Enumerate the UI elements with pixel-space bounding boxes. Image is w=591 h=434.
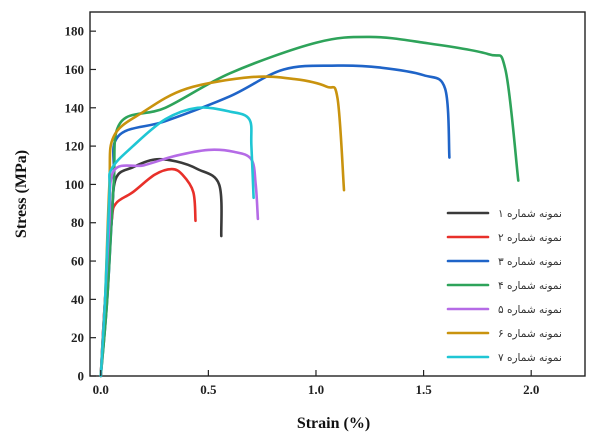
x-tick-label: 1.5 — [415, 382, 432, 397]
x-tick-label: 0.0 — [93, 382, 109, 397]
legend-label-1: نمونه شماره ۱ — [498, 208, 562, 220]
y-tick-label: 80 — [71, 215, 84, 230]
y-tick-label: 20 — [71, 330, 84, 345]
legend: نمونه شماره ۱ نمونه شماره ۲ نمونه شماره ۳ ن… — [446, 208, 562, 364]
plot-frame — [89, 11, 586, 377]
x-tick-label: 2.0 — [523, 382, 539, 397]
series-line-2 — [99, 167, 197, 378]
series-line-7 — [99, 106, 255, 378]
y-tick-label: 140 — [65, 100, 85, 115]
y-axis-title: Stress (MPa) — [13, 150, 30, 238]
series-curves — [99, 35, 520, 378]
y-tick-label: 180 — [65, 24, 85, 39]
legend-label-6: نمونه شماره ۶ — [498, 328, 562, 340]
legend-label-7: نمونه شماره ۷ — [498, 352, 562, 364]
plot-area — [89, 11, 586, 377]
x-tick-labels: 0.0 0.5 1.0 1.5 2.0 — [93, 382, 540, 397]
tick-marks — [90, 30, 532, 377]
y-tick-label: 100 — [65, 177, 85, 192]
legend-label-4: نمونه شماره ۴ — [498, 280, 562, 292]
y-tick-label: 40 — [71, 292, 84, 307]
legend-label-2: نمونه شماره ۲ — [498, 232, 562, 244]
y-tick-label: 0 — [78, 369, 85, 384]
series-line-1 — [99, 157, 223, 378]
legend-label-3: نمونه شماره ۳ — [498, 256, 562, 268]
y-tick-label: 160 — [65, 62, 85, 77]
x-tick-label: 1.0 — [308, 382, 324, 397]
series-line-4 — [99, 35, 520, 378]
y-tick-label: 120 — [65, 139, 85, 154]
y-tick-label: 60 — [71, 254, 84, 269]
series-line-5 — [99, 148, 260, 378]
x-axis-title: Strain (%) — [297, 415, 370, 432]
legend-label-5: نمونه شماره ۵ — [498, 304, 562, 316]
y-tick-labels: 0 20 40 60 80 100 120 140 160 180 — [65, 24, 85, 384]
x-tick-label: 0.5 — [200, 382, 217, 397]
